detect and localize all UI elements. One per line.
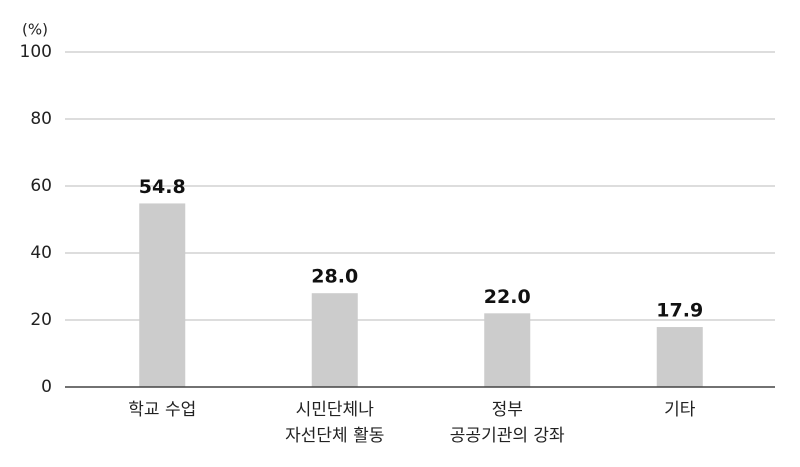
y-tick-label: 100	[20, 42, 52, 62]
x-tick-label: 공공기관의 강좌	[450, 426, 565, 446]
bar	[484, 313, 531, 387]
value-label: 28.0	[311, 266, 358, 288]
x-tick-label: 자선단체 활동	[285, 426, 384, 446]
x-tick-label: 시민단체나	[296, 400, 375, 420]
x-tick-label: 정부	[492, 400, 523, 420]
bar	[311, 293, 358, 387]
y-tick-label: 0	[41, 377, 52, 397]
y-tick-label: 60	[30, 176, 52, 196]
y-tick-label: 80	[30, 109, 52, 129]
value-label: 54.8	[139, 176, 186, 198]
bar	[656, 327, 703, 387]
bar	[139, 203, 186, 387]
value-label: 22.0	[484, 286, 531, 308]
x-tick-label: 학교 수업	[128, 400, 196, 420]
value-label: 17.9	[656, 300, 703, 322]
y-tick-label: 40	[30, 243, 52, 263]
y-tick-label: 20	[30, 310, 52, 330]
x-tick-label: 기타	[664, 400, 696, 420]
y-axis-label: (%)	[22, 21, 48, 39]
